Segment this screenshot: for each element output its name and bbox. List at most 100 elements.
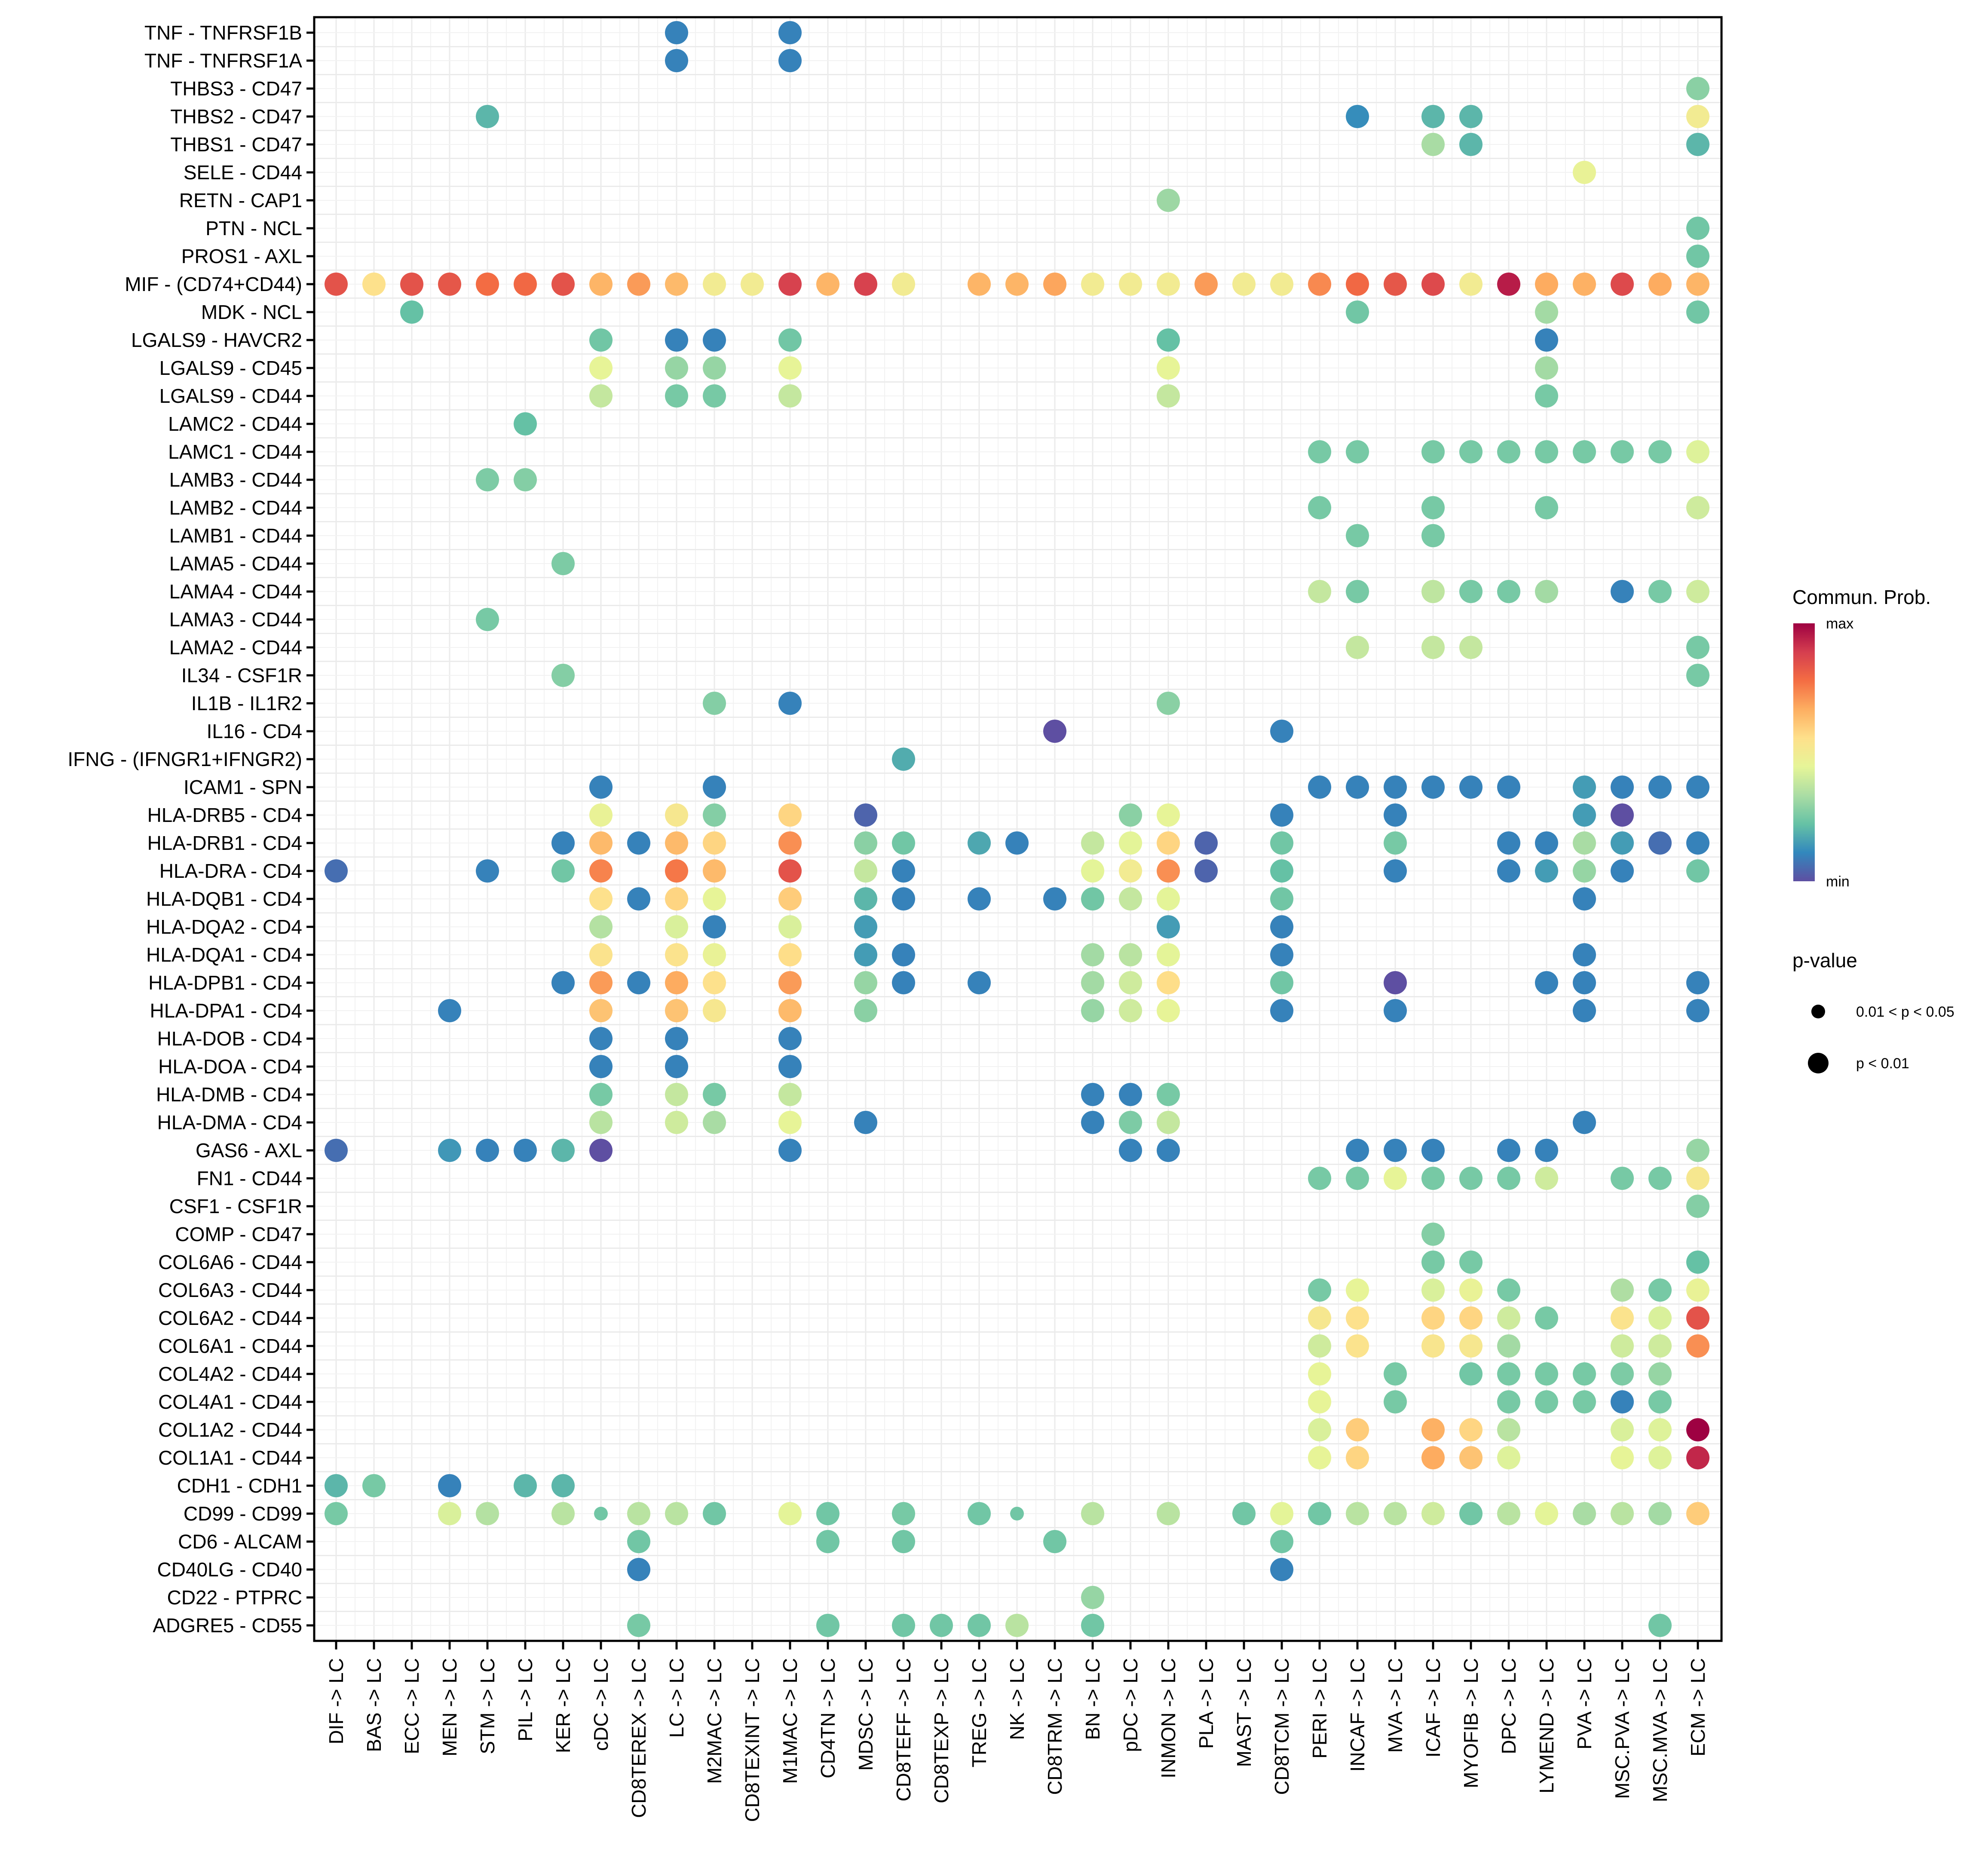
data-point (1648, 1334, 1672, 1358)
x-tick-label: pDC -> LC (1119, 1658, 1142, 1752)
data-point (627, 971, 650, 994)
data-point (665, 1083, 688, 1106)
y-tick-label: IL34 - CSF1R (181, 664, 302, 687)
data-point (1497, 1167, 1520, 1190)
data-point (1043, 273, 1066, 296)
x-tick-label: PIL -> LC (514, 1658, 536, 1741)
data-point (1497, 1362, 1520, 1386)
data-point (476, 859, 499, 883)
data-point (1308, 580, 1331, 603)
x-tick-label: NK -> LC (1006, 1658, 1028, 1740)
data-point (1270, 859, 1293, 883)
y-tick-label: PTN - NCL (205, 217, 302, 239)
y-tick-label: LAMA3 - CD44 (169, 608, 302, 631)
data-point (1119, 1083, 1142, 1106)
data-point (589, 803, 613, 827)
data-point (1611, 1362, 1634, 1386)
data-point (325, 1474, 348, 1497)
data-point (1686, 300, 1709, 324)
data-point (1346, 1446, 1369, 1469)
data-point (665, 328, 688, 352)
data-point (1308, 1167, 1331, 1190)
data-point (778, 49, 802, 72)
data-point (1384, 776, 1407, 799)
data-point (1346, 273, 1369, 296)
y-tick-label: FN1 - CD44 (197, 1167, 302, 1189)
data-point (1346, 1167, 1369, 1190)
data-point (892, 971, 915, 994)
data-point (1611, 859, 1634, 883)
data-point (1081, 1586, 1104, 1609)
data-point (476, 1139, 499, 1162)
x-tick-label: LC -> LC (665, 1658, 688, 1738)
data-point (1686, 1139, 1709, 1162)
data-point (854, 971, 877, 994)
data-point (703, 971, 726, 994)
data-point (551, 664, 575, 687)
data-point (1459, 1306, 1483, 1330)
data-point (1270, 1530, 1293, 1553)
data-point (1157, 692, 1180, 715)
data-point (665, 1055, 688, 1078)
data-point (665, 915, 688, 938)
y-tick-label: LGALS9 - HAVCR2 (131, 329, 302, 351)
data-point (1346, 1306, 1369, 1330)
data-point (1611, 776, 1634, 799)
data-point (1270, 803, 1293, 827)
data-point (1157, 943, 1180, 966)
data-point (778, 887, 802, 910)
data-point (968, 971, 991, 994)
data-point (968, 1502, 991, 1525)
data-point (1573, 1362, 1596, 1386)
data-point (703, 887, 726, 910)
data-point (854, 943, 877, 966)
data-point (514, 1474, 537, 1497)
data-point (816, 1502, 839, 1525)
data-point (1573, 776, 1596, 799)
x-tick-label: MAST -> LC (1233, 1658, 1255, 1767)
data-point (1686, 971, 1709, 994)
data-point (1081, 859, 1104, 883)
data-point (1421, 105, 1445, 128)
data-point (1611, 1278, 1634, 1302)
data-point (703, 943, 726, 966)
data-point (1573, 887, 1596, 910)
y-tick-label: LAMB3 - CD44 (169, 469, 302, 491)
data-point (1421, 1223, 1445, 1246)
data-point (968, 887, 991, 910)
data-point (854, 915, 877, 938)
y-tick-label: THBS2 - CD47 (170, 105, 302, 128)
data-point (778, 971, 802, 994)
data-point (703, 384, 726, 408)
data-point (1459, 580, 1483, 603)
x-tick-label: CD8TEREX -> LC (628, 1658, 650, 1818)
data-point (1421, 776, 1445, 799)
data-point (1384, 803, 1407, 827)
data-point (703, 692, 726, 715)
y-tick-label: PROS1 - AXL (181, 245, 302, 267)
data-point (1686, 496, 1709, 519)
data-point (551, 1474, 575, 1497)
data-point (1232, 273, 1256, 296)
data-point (778, 1111, 802, 1134)
y-tick-label: COL4A1 - CD44 (158, 1391, 302, 1413)
data-point (1686, 1167, 1709, 1190)
data-point (1459, 105, 1483, 128)
x-tick-label: M1MAC -> LC (779, 1658, 801, 1784)
y-tick-label: HLA-DRB5 - CD4 (147, 804, 302, 826)
data-point (1459, 1362, 1483, 1386)
data-point (1535, 580, 1558, 603)
data-point (514, 273, 537, 296)
data-point (1686, 1278, 1709, 1302)
data-point (1497, 580, 1520, 603)
data-point (1686, 245, 1709, 268)
data-point (1384, 971, 1407, 994)
data-point (325, 1139, 348, 1162)
x-tick-label: MYOFIB -> LC (1460, 1658, 1482, 1788)
data-point (665, 971, 688, 994)
data-point (1686, 831, 1709, 855)
data-point (1421, 440, 1445, 463)
data-point (778, 831, 802, 855)
data-point (589, 1055, 613, 1078)
data-point (1421, 1167, 1445, 1190)
